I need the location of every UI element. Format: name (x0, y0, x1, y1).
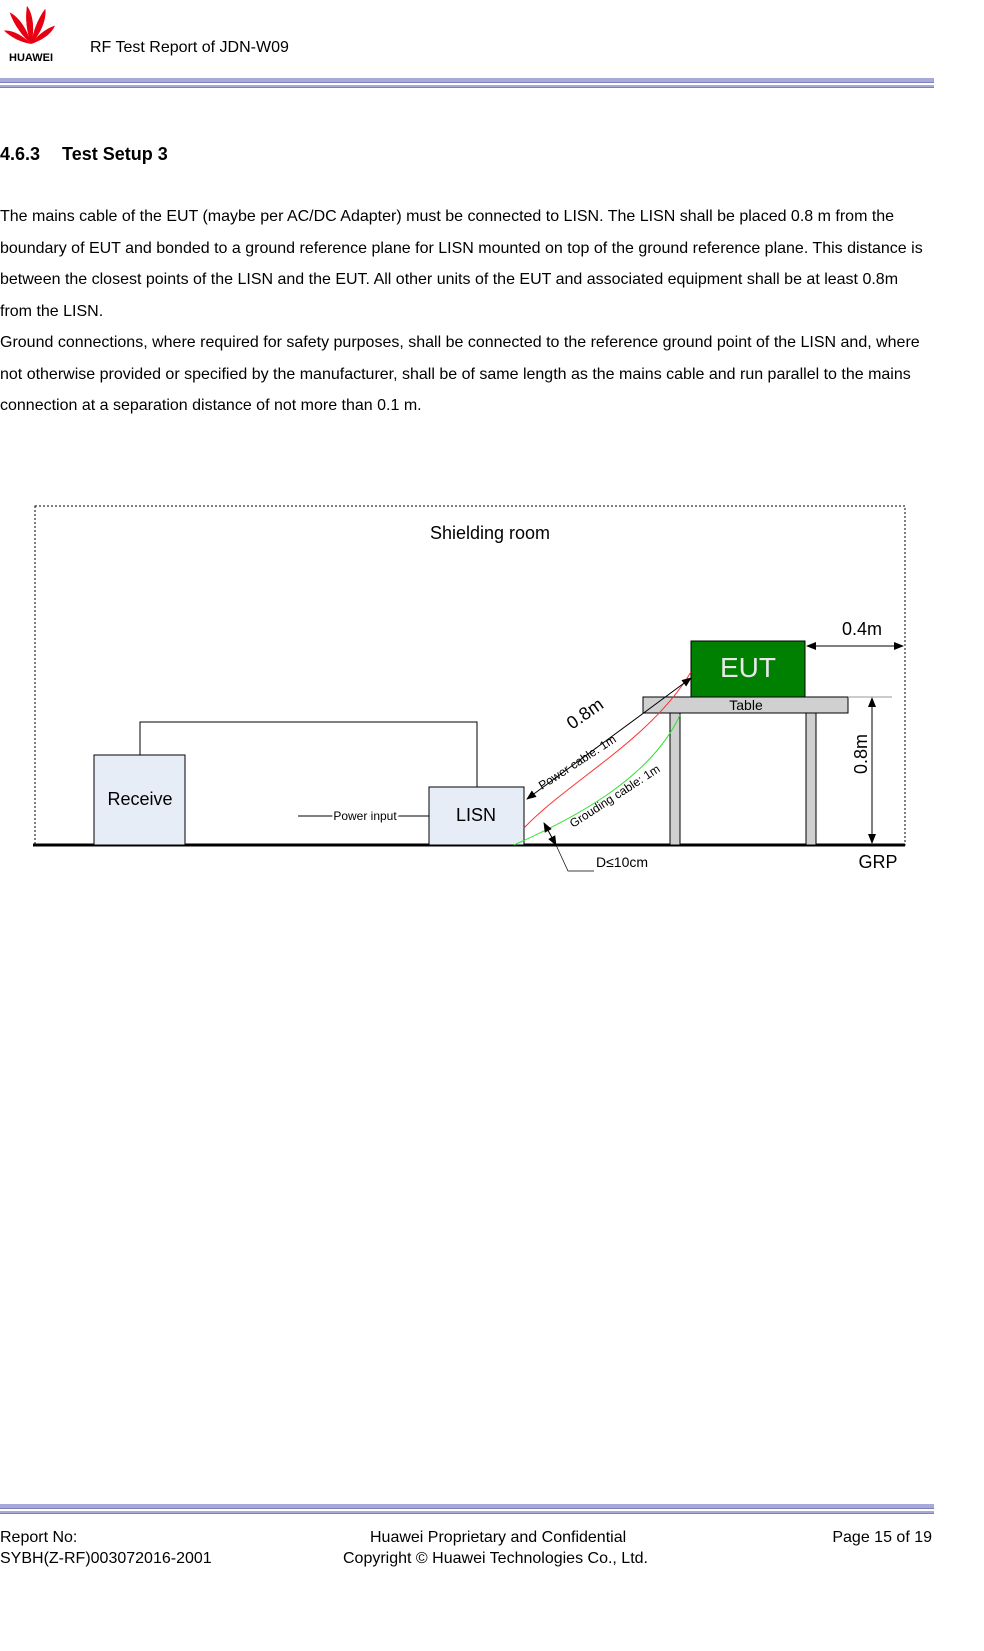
edge-label: 0.4m (842, 619, 882, 639)
setup-diagram: Shielding room Receive LISN Power input … (33, 505, 906, 872)
section-title: Test Setup 3 (62, 144, 168, 164)
lisn-label: LISN (456, 805, 496, 825)
distance-arrow (526, 677, 692, 800)
section-heading: 4.6.3 Test Setup 3 (0, 144, 168, 165)
confidentiality: Huawei Proprietary and Confidential (370, 1529, 627, 1546)
d-label: D≤10cm (596, 854, 648, 870)
paragraph: The mains cable of the EUT (maybe per AC… (0, 208, 923, 320)
table-leg (805, 712, 817, 846)
logo-text: HUAWEI (9, 52, 53, 64)
height-label: 0.8m (851, 734, 871, 774)
eut-label: EUT (720, 652, 776, 683)
room-label: Shielding room (430, 523, 550, 543)
receive-box (93, 754, 186, 846)
d-arrow (543, 822, 557, 846)
power-input-label: Power input (333, 809, 397, 823)
section-number: 4.6.3 (0, 144, 41, 164)
connection (139, 721, 478, 787)
footer-rule (0, 1504, 934, 1509)
receive-label: Receive (107, 789, 172, 809)
d-leader (555, 844, 594, 872)
table-leg (669, 712, 681, 846)
eut-box (690, 640, 806, 698)
logo: HUAWEI (3, 6, 55, 64)
table-label: Table (729, 697, 763, 713)
lisn-box (428, 786, 525, 846)
distance-label: 0.8m (563, 694, 607, 733)
report-label: Report No: (0, 1529, 78, 1546)
grounding-cable-label: Grouding cable: 1m (567, 762, 662, 831)
header-rule (0, 78, 934, 83)
grp-label: GRP (858, 852, 897, 872)
copyright: Copyright © Huawei Technologies Co., Ltd… (343, 1550, 648, 1567)
page-number: Page 15 of 19 (832, 1529, 932, 1546)
header-rule (0, 85, 934, 88)
header-title: RF Test Report of JDN-W09 (90, 39, 289, 56)
footer-rule (0, 1511, 934, 1514)
report-number: SYBH(Z-RF)003072016-2001 (0, 1550, 212, 1567)
paragraph: Ground connections, where required for s… (0, 334, 920, 414)
